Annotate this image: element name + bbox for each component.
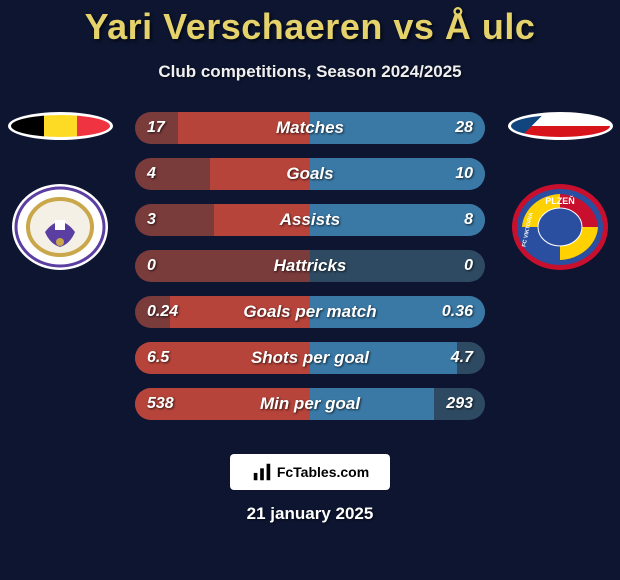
player-left-column (0, 112, 120, 272)
stat-row: Goals per match0.240.36 (135, 296, 485, 328)
stat-value-left: 0.24 (147, 296, 178, 328)
flag-right (508, 112, 613, 140)
stat-row: Min per goal538293 (135, 388, 485, 420)
stat-value-left: 3 (147, 204, 156, 236)
date-line: 21 january 2025 (0, 504, 620, 524)
stat-value-left: 4 (147, 158, 156, 190)
stat-row: Assists38 (135, 204, 485, 236)
stat-value-right: 10 (455, 158, 473, 190)
stat-value-right: 28 (455, 112, 473, 144)
stat-row: Matches1728 (135, 112, 485, 144)
stat-value-left: 0 (147, 250, 156, 282)
flag-left (8, 112, 113, 140)
stat-value-right: 0 (464, 250, 473, 282)
stat-value-left: 6.5 (147, 342, 169, 374)
club-badge-left (10, 182, 110, 272)
stat-value-right: 8 (464, 204, 473, 236)
stat-value-right: 293 (446, 388, 473, 420)
subtitle: Club competitions, Season 2024/2025 (0, 62, 620, 82)
club-badge-right: PLZEŇ FC VIKTORIA (510, 182, 610, 272)
stat-value-right: 0.36 (442, 296, 473, 328)
player-right-column: PLZEŇ FC VIKTORIA (500, 112, 620, 272)
logo-text: FcTables.com (277, 464, 369, 480)
comparison-content: PLZEŇ FC VIKTORIA Matches1728Goals410Ass… (0, 112, 620, 432)
comparison-bars: Matches1728Goals410Assists38Hattricks00G… (135, 112, 485, 434)
svg-text:PLZEŇ: PLZEŇ (545, 195, 575, 206)
stat-row: Goals410 (135, 158, 485, 190)
stat-row: Shots per goal6.54.7 (135, 342, 485, 374)
stat-value-left: 17 (147, 112, 165, 144)
page-title: Yari Verschaeren vs Å ulc (0, 0, 620, 48)
stat-row: Hattricks00 (135, 250, 485, 282)
stat-value-left: 538 (147, 388, 174, 420)
chart-icon (251, 461, 273, 483)
stat-value-right: 4.7 (451, 342, 473, 374)
fctables-logo: FcTables.com (230, 454, 390, 490)
